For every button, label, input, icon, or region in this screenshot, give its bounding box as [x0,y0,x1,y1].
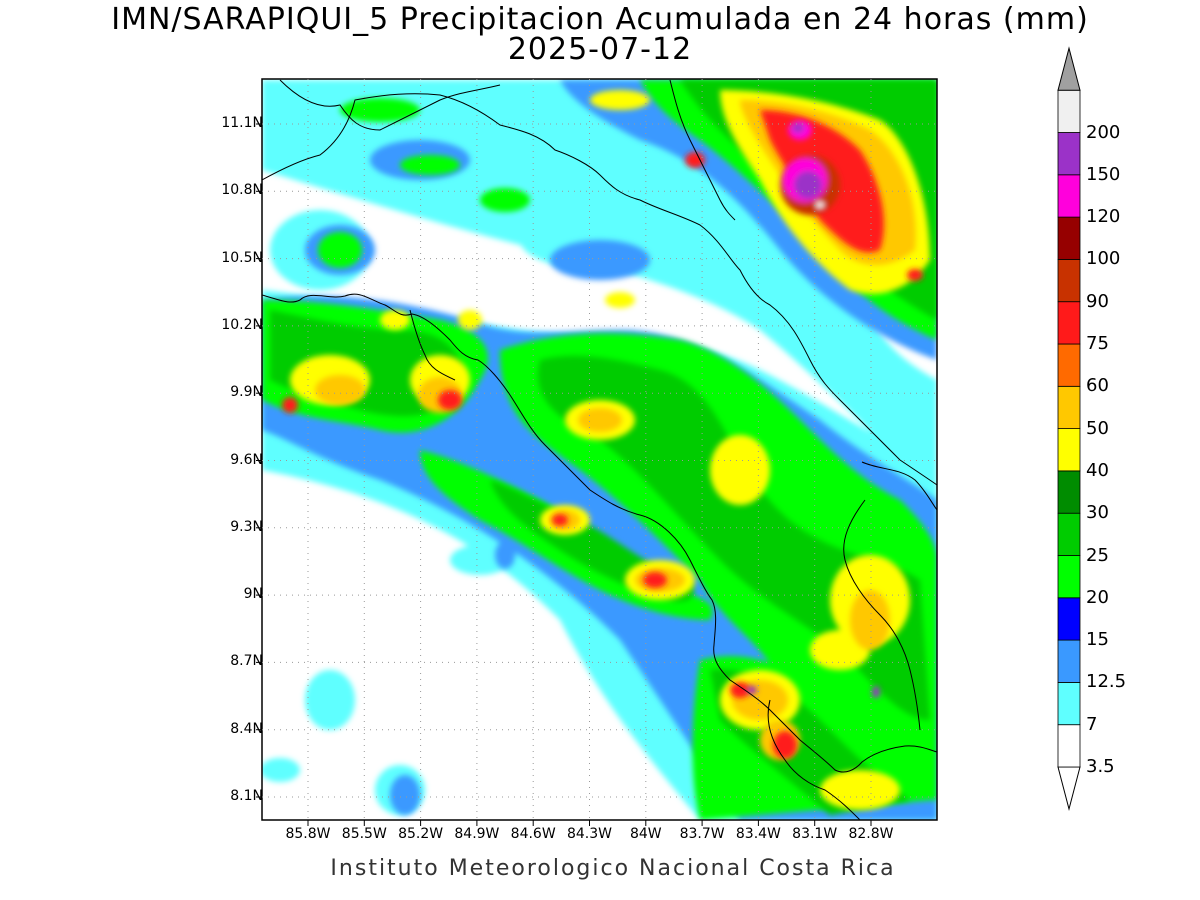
colorbar-label: 90 [1086,290,1109,312]
lon-label: 84W [629,826,662,842]
colorbar-label: 25 [1086,544,1109,566]
colorbar-label: 12.5 [1086,671,1127,693]
map-date: 2025-07-12 [507,32,693,67]
colorbar-label: 20 [1086,586,1109,608]
lon-label: 84.6W [510,826,556,842]
colorbar-label: 3.5 [1086,756,1115,777]
lon-label: 83.7W [679,826,725,842]
lat-label: 9.9N [230,384,263,401]
lon-label: 83.1W [792,826,838,842]
coastline [262,79,937,820]
colorbar-label: 7 [1086,713,1098,735]
colorbar-label: 150 [1086,163,1121,185]
colorbar-label: 60 [1086,375,1109,397]
colorbar-label: 120 [1086,206,1121,228]
lat-label: 10.5N [221,249,263,266]
lat-label: 8.1N [230,788,263,804]
lat-label: 8.4N [230,720,263,737]
lon-label: 85.2W [398,826,444,842]
lat-label: 9.3N [230,518,263,535]
footer-credit: Instituto Meteorologico Nacional Costa R… [330,856,896,881]
map-title: IMN/SARAPIQUI_5 Precipitacion Acumulada … [111,2,1089,37]
plot-frame [261,78,938,821]
lon-label: 83.4W [735,826,781,842]
precip-field [262,79,937,820]
lat-label: 10.2N [221,316,263,333]
colorbar-label: 40 [1086,459,1109,481]
lon-label: 85.8W [285,826,331,842]
lat-label: 9.6N [230,451,263,468]
lon-label: 84.9W [454,826,500,842]
colorbar-label: 15 [1086,629,1109,651]
colorbar-label: 50 [1086,417,1109,439]
colorbar-label: 100 [1086,248,1121,270]
lat-label: 10.8N [221,182,263,199]
lat-label: 8.7N [230,653,263,670]
lon-label: 84.3W [566,826,612,842]
axis-ticks [256,123,872,826]
colorbar-label: 75 [1086,333,1109,354]
lat-label: 9N [243,586,263,603]
lon-label: 82.8W [848,826,894,842]
lat-label: 11.1N [221,115,263,131]
colorbar-label: 30 [1086,502,1109,524]
lon-label: 85.5W [341,826,387,842]
colorbar-label: 200 [1086,121,1121,143]
